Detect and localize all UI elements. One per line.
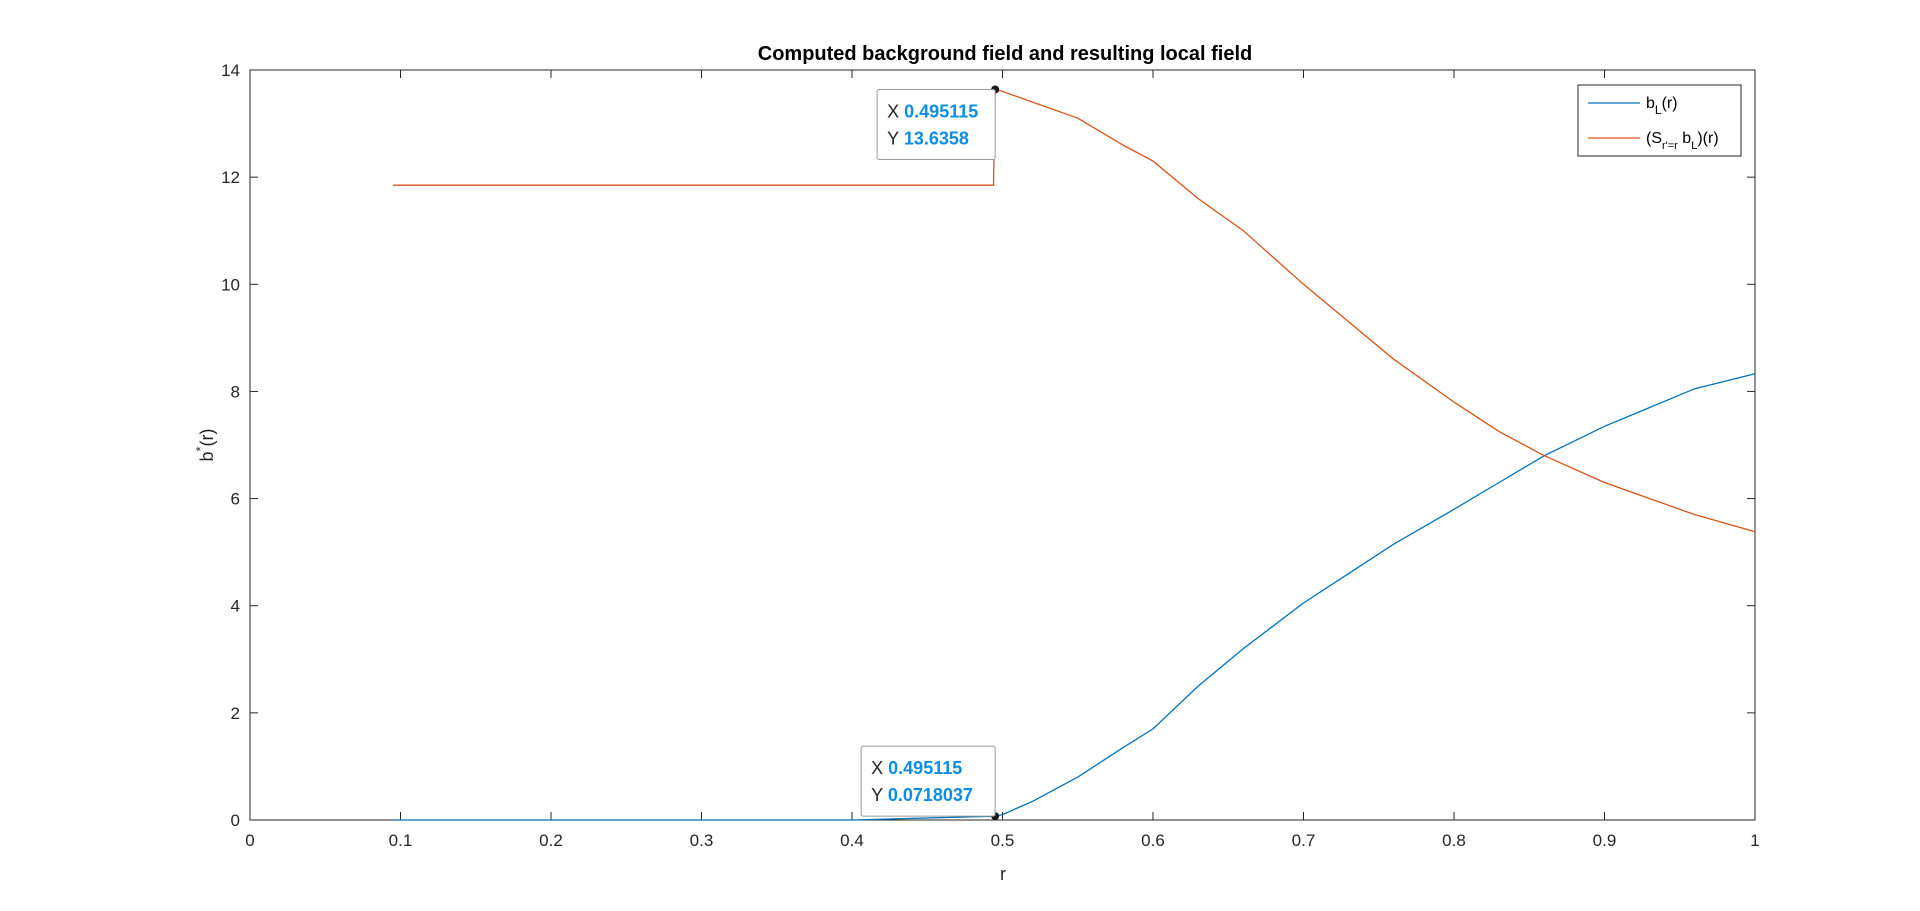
x-tick-label: 0.8	[1442, 831, 1466, 850]
data-tip-x: X 0.495115	[871, 758, 962, 778]
data-tip-box	[876, 89, 996, 161]
y-tick-label: 4	[231, 597, 240, 616]
y-tick-label: 8	[231, 382, 240, 401]
plot-area	[249, 69, 1756, 821]
series-layer	[393, 88, 1756, 821]
x-tick-label: 0.3	[690, 831, 714, 850]
x-tick-label: 0.9	[1593, 831, 1617, 850]
y-tick-label: 12	[221, 168, 240, 187]
y-axis-label: b*(r)	[193, 428, 217, 461]
x-tick-label: 0.2	[539, 831, 563, 850]
x-tick-label: 0.1	[389, 831, 413, 850]
y-tick-label: 6	[231, 490, 240, 509]
legend: bL(r) (Sr'=r bL)(r)	[1577, 84, 1742, 157]
series-line-0	[393, 373, 1756, 821]
x-tick-label: 0	[245, 831, 254, 850]
x-tick-label: 0.4	[840, 831, 864, 850]
legend-label-0: bL(r)	[1646, 95, 1678, 117]
y-axis: 0 2 4 6 8 10 12 14	[221, 61, 1755, 830]
y-tick-label: 10	[221, 275, 240, 294]
data-tip-y: Y 13.6358	[887, 129, 969, 149]
x-tick-label: 1	[1750, 831, 1759, 850]
legend-label-1: (Sr'=r bL)(r)	[1646, 130, 1719, 152]
x-axis-label: r	[1000, 864, 1006, 884]
chart-title: Computed background field and resulting …	[758, 43, 1252, 65]
x-tick-label: 0.6	[1141, 831, 1165, 850]
series-line-1	[393, 88, 1756, 533]
y-tick-label: 14	[221, 61, 240, 80]
x-tick-label: 0.5	[991, 831, 1015, 850]
legend-box	[1577, 84, 1742, 157]
data-tip-x: X 0.495115	[887, 102, 978, 122]
y-tick-label: 0	[231, 811, 240, 830]
data-tip-box	[860, 745, 996, 817]
data-tips: X 0.495115 Y 13.6358 X 0.495115 Y 0.0718037	[860, 85, 1000, 821]
data-tip-y: Y 0.0718037	[871, 785, 973, 805]
y-tick-label: 2	[231, 704, 240, 723]
x-axis: 0 0.1 0.2 0.3 0.4 0.5 0.6 0.7 0.8 0.9 1	[245, 70, 1760, 850]
x-tick-label: 0.7	[1292, 831, 1316, 850]
